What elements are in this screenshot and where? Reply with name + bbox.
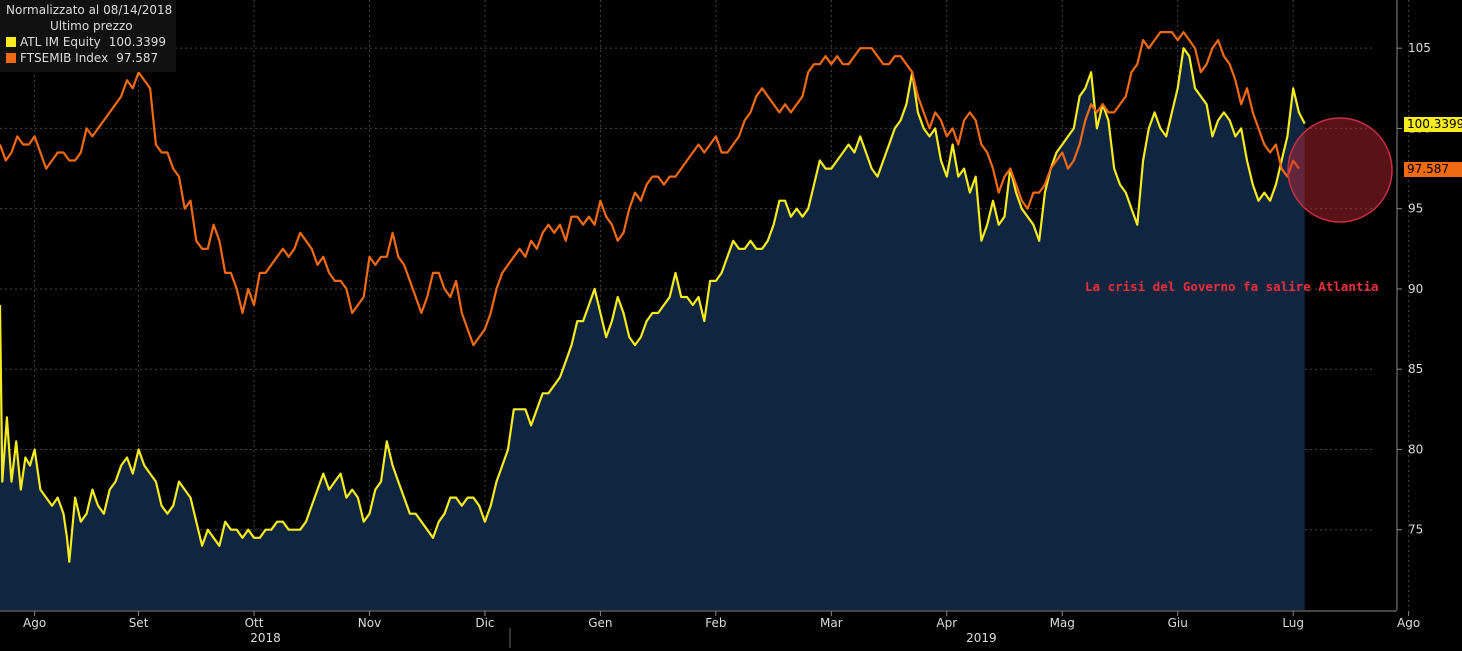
x-year-label-1: 2019 — [966, 631, 997, 645]
legend-entry-ftsemib: FTSEMIB Index 97.587 — [6, 50, 176, 66]
legend-normalization: Normalizzato al 08/14/2018 — [6, 3, 173, 17]
x-tick-label-0: Ago — [23, 616, 46, 630]
x-tick-label-2: Ott — [245, 616, 264, 630]
series-area-0 — [0, 48, 1305, 610]
legend-swatch-atl — [6, 37, 16, 47]
y-tick-label-6: 105 — [1408, 41, 1431, 55]
series-line-1 — [0, 30, 1300, 347]
legend-entry-atl: ATL IM Equity 100.3399 — [6, 34, 176, 50]
legend-subtitle: Ultimo prezzo — [50, 19, 133, 33]
x-tick-label-1: Set — [129, 616, 149, 630]
legend-name-atl: ATL IM Equity — [20, 35, 101, 49]
area-fills — [0, 48, 1305, 610]
y-axis-ticks: 7580859095100105 — [1397, 41, 1431, 537]
y-tick-label-1: 80 — [1408, 442, 1423, 456]
last-value-tag-ftsemib: 97.587 — [1404, 161, 1462, 177]
y-tick-label-2: 85 — [1408, 362, 1423, 376]
legend-value-atl: 100.3399 — [108, 35, 167, 49]
y-tick-label-0: 75 — [1408, 523, 1423, 537]
x-tick-label-7: Mar — [820, 616, 843, 630]
x-tick-label-10: Giu — [1168, 616, 1188, 630]
x-tick-label-8: Apr — [936, 616, 957, 630]
x-tick-label-6: Feb — [705, 616, 726, 630]
x-year-label-0: 2018 — [250, 631, 281, 645]
series-lines — [0, 30, 1306, 563]
highlight-circle — [1287, 117, 1393, 223]
x-tick-label-9: Mag — [1050, 616, 1075, 630]
x-tick-label-12: Ago — [1397, 616, 1420, 630]
last-value-tag-atl: 100.3399 — [1404, 116, 1462, 132]
x-tick-label-5: Gen — [588, 616, 612, 630]
y-tick-label-3: 90 — [1408, 282, 1423, 296]
x-axis-ticks: Ago Set Ott Nov Dic Gen Feb Mar Apr Mag Giu Lug Ago 2… — [23, 611, 1420, 645]
legend-value-ftsemib: 97.587 — [116, 51, 159, 65]
x-tick-label-4: Dic — [475, 616, 494, 630]
axes — [0, 0, 1398, 648]
legend: Normalizzato al 08/14/2018 Ultimo prezzo… — [0, 0, 176, 72]
x-tick-label-3: Nov — [358, 616, 381, 630]
legend-swatch-ftsemib — [6, 53, 16, 63]
annotation-text: La crisi del Governo fa salire Atlantia — [1085, 279, 1379, 294]
series-line-0 — [0, 47, 1306, 563]
legend-name-ftsemib: FTSEMIB Index — [20, 51, 109, 65]
x-tick-label-11: Lug — [1282, 616, 1304, 630]
y-tick-label-4: 95 — [1408, 202, 1423, 216]
